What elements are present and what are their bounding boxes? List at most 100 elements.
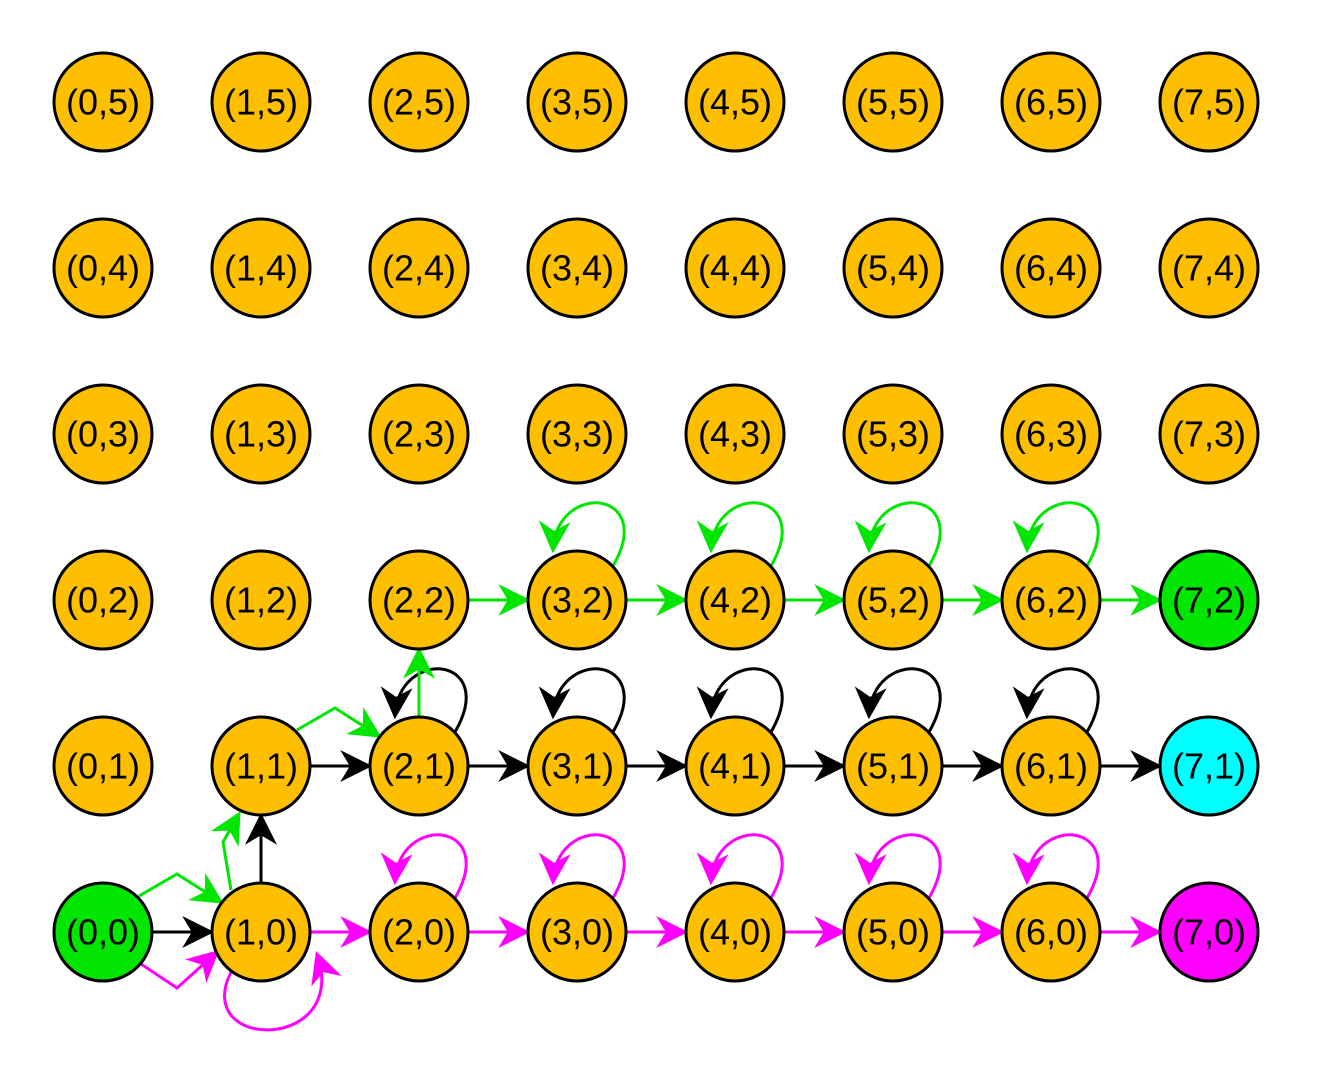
edge-2-1-to-2-1: [380, 667, 468, 733]
state-node-3-5: (3,5): [526, 51, 628, 153]
state-node-circle: [368, 549, 470, 651]
state-node-circle: [1158, 383, 1260, 485]
edge-3-2-to-3-2: [538, 501, 626, 567]
state-node-circle: [210, 549, 312, 651]
state-node-label: (5,0): [856, 912, 930, 953]
edge-4-1-to-4-1: [696, 667, 784, 733]
edge-5-0-to-5-0: [854, 833, 942, 899]
edge-4-0-to-4-0: [696, 833, 784, 899]
edge-1-1-to-2-1: [296, 706, 382, 738]
edge-0-0-to-1-0: [140, 949, 220, 990]
state-node-5-0: (5,0): [842, 881, 944, 983]
state-node-label: (0,4): [66, 248, 140, 289]
state-node-6-5: (6,5): [1000, 51, 1102, 153]
state-node-circle: [1000, 881, 1102, 983]
state-node-label: (6,3): [1014, 414, 1088, 455]
state-node-0-1: (0,1): [52, 715, 154, 817]
edge-6-1-to-6-1: [1012, 667, 1100, 733]
state-node-label: (2,3): [382, 414, 456, 455]
state-node-7-3: (7,3): [1158, 383, 1260, 485]
state-node-label: (5,1): [856, 746, 930, 787]
state-node-label: (2,1): [382, 746, 456, 787]
state-node-label: (1,2): [224, 580, 298, 621]
state-node-label: (2,2): [382, 580, 456, 621]
state-node-1-4: (1,4): [210, 217, 312, 319]
state-node-label: (7,2): [1172, 580, 1246, 621]
state-node-label: (0,3): [66, 414, 140, 455]
state-node-circle: [52, 217, 154, 319]
state-node-label: (6,4): [1014, 248, 1088, 289]
state-node-label: (6,0): [1014, 912, 1088, 953]
state-node-label: (7,3): [1172, 414, 1246, 455]
state-node-circle: [1000, 51, 1102, 153]
state-node-label: (0,0): [66, 912, 140, 953]
state-node-7-0: (7,0): [1158, 881, 1260, 983]
edges-layer: [138, 501, 1163, 1032]
edge-3-1-to-3-1: [538, 667, 626, 733]
state-node-label: (7,1): [1172, 746, 1246, 787]
state-node-circle: [210, 715, 312, 817]
edge-1-0-to-1-1: [210, 811, 241, 891]
state-node-circle: [684, 881, 786, 983]
state-node-6-0: (6,0): [1000, 881, 1102, 983]
state-node-circle: [368, 715, 470, 817]
state-node-circle: [368, 881, 470, 983]
state-node-circle: [842, 51, 944, 153]
state-node-0-2: (0,2): [52, 549, 154, 651]
state-node-label: (1,5): [224, 82, 298, 123]
state-node-circle: [210, 881, 312, 983]
state-node-5-1: (5,1): [842, 715, 944, 817]
state-node-label: (7,4): [1172, 248, 1246, 289]
state-node-0-4: (0,4): [52, 217, 154, 319]
state-node-4-5: (4,5): [684, 51, 786, 153]
state-node-2-5: (2,5): [368, 51, 470, 153]
state-node-label: (4,1): [698, 746, 772, 787]
state-node-label: (6,5): [1014, 82, 1088, 123]
state-node-label: (4,0): [698, 912, 772, 953]
state-node-3-3: (3,3): [526, 383, 628, 485]
state-node-0-0: (0,0): [52, 881, 154, 983]
state-node-label: (3,1): [540, 746, 614, 787]
state-node-label: (4,2): [698, 580, 772, 621]
state-node-1-2: (1,2): [210, 549, 312, 651]
state-node-label: (7,0): [1172, 912, 1246, 953]
state-node-label: (5,2): [856, 580, 930, 621]
edge-5-2-to-5-2: [854, 501, 942, 567]
state-node-circle: [1000, 217, 1102, 319]
state-node-5-3: (5,3): [842, 383, 944, 485]
state-node-circle: [1000, 383, 1102, 485]
state-node-label: (0,5): [66, 82, 140, 123]
state-node-circle: [526, 715, 628, 817]
state-node-circle: [1158, 217, 1260, 319]
state-node-0-3: (0,3): [52, 383, 154, 485]
state-node-4-4: (4,4): [684, 217, 786, 319]
state-node-circle: [684, 715, 786, 817]
state-node-7-5: (7,5): [1158, 51, 1260, 153]
state-node-circle: [210, 217, 312, 319]
state-node-circle: [684, 51, 786, 153]
state-node-4-2: (4,2): [684, 549, 786, 651]
state-node-circle: [526, 51, 628, 153]
state-node-5-2: (5,2): [842, 549, 944, 651]
state-node-label: (5,4): [856, 248, 930, 289]
state-node-circle: [52, 383, 154, 485]
state-node-circle: [842, 881, 944, 983]
state-node-circle: [1158, 715, 1260, 817]
state-node-circle: [52, 881, 154, 983]
state-node-circle: [1158, 881, 1260, 983]
state-node-label: (1,3): [224, 414, 298, 455]
state-node-label: (0,1): [66, 746, 140, 787]
state-node-label: (7,5): [1172, 82, 1246, 123]
state-node-1-1: (1,1): [210, 715, 312, 817]
edge-5-1-to-5-1: [854, 667, 942, 733]
state-node-circle: [842, 549, 944, 651]
state-node-5-5: (5,5): [842, 51, 944, 153]
state-node-7-2: (7,2): [1158, 549, 1260, 651]
state-node-circle: [1000, 549, 1102, 651]
state-node-6-2: (6,2): [1000, 549, 1102, 651]
state-node-4-0: (4,0): [684, 881, 786, 983]
state-node-label: (6,2): [1014, 580, 1088, 621]
state-node-label: (1,4): [224, 248, 298, 289]
state-node-label: (0,2): [66, 580, 140, 621]
